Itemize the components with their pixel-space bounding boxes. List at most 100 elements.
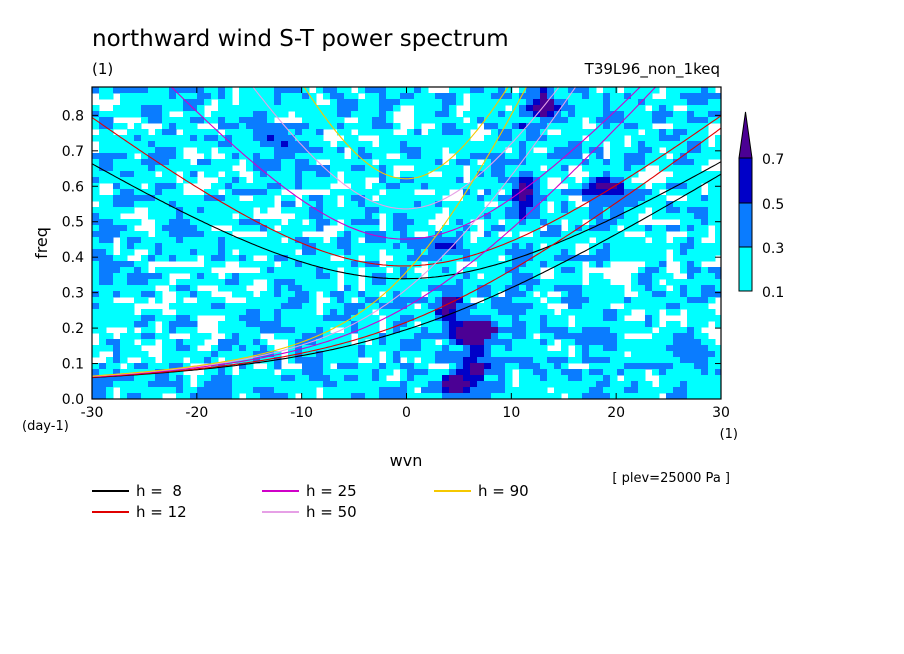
heat-cell: [267, 93, 275, 100]
heat-cell: [652, 387, 660, 394]
heat-cell: [561, 117, 569, 124]
heat-cell: [260, 345, 268, 352]
heat-cell: [575, 291, 583, 298]
heat-cell: [239, 189, 247, 196]
heat-cell: [575, 351, 583, 358]
heat-cell: [386, 117, 394, 124]
heat-cell: [407, 315, 415, 322]
heat-cell: [715, 135, 721, 142]
heat-cell: [295, 93, 303, 100]
heat-cell: [519, 141, 527, 148]
heat-cell: [687, 267, 695, 274]
heat-cell: [134, 219, 142, 226]
heat-cell: [680, 249, 688, 256]
heat-cell: [344, 87, 352, 94]
heat-cell: [372, 375, 380, 382]
heat-cell: [505, 123, 513, 130]
heat-cell: [442, 243, 450, 250]
heat-cell: [295, 285, 303, 292]
heat-cell: [393, 357, 401, 364]
heat-cell: [120, 123, 128, 130]
heat-cell: [337, 129, 345, 136]
heat-cell: [337, 351, 345, 358]
heat-cell: [211, 213, 219, 220]
heat-cell: [337, 381, 345, 388]
heat-cell: [99, 237, 107, 244]
heat-cell: [274, 105, 282, 112]
heat-cell: [568, 291, 576, 298]
heat-cell: [162, 99, 170, 106]
heat-cell: [491, 135, 499, 142]
heat-cell: [596, 273, 604, 280]
colorbar-segment: [738, 157, 753, 204]
heat-cell: [526, 357, 534, 364]
heat-cell: [281, 375, 289, 382]
heat-cell: [491, 93, 499, 100]
heat-cell: [225, 165, 233, 172]
heat-cell: [190, 345, 198, 352]
heat-cell: [148, 141, 156, 148]
heat-cell: [281, 153, 289, 160]
heat-cell: [701, 231, 709, 238]
heat-cell: [659, 141, 667, 148]
heat-cell: [652, 357, 660, 364]
heat-cell: [505, 273, 513, 280]
heat-cell: [365, 111, 373, 118]
heat-cell: [120, 291, 128, 298]
heat-cell: [596, 165, 604, 172]
heat-cell: [428, 303, 436, 310]
heat-cell: [645, 327, 653, 334]
heat-cell: [435, 129, 443, 136]
heat-cell: [365, 285, 373, 292]
heat-cell: [652, 273, 660, 280]
heat-cell: [596, 159, 604, 166]
heat-cell: [106, 303, 114, 310]
heat-cell: [386, 93, 394, 100]
heat-cell: [470, 369, 478, 376]
heat-cell: [120, 345, 128, 352]
heat-cell: [99, 93, 107, 100]
heat-cell: [435, 177, 443, 184]
heat-cell: [344, 393, 352, 399]
heat-cell: [337, 189, 345, 196]
heat-cell: [407, 369, 415, 376]
heat-cell: [106, 321, 114, 328]
heat-cell: [673, 351, 681, 358]
heat-cell: [715, 99, 721, 106]
heat-cell: [540, 189, 548, 196]
heat-cell: [239, 357, 247, 364]
heat-cell: [582, 351, 590, 358]
heat-cell: [239, 207, 247, 214]
heat-cell: [673, 309, 681, 316]
heat-cell: [372, 183, 380, 190]
heat-cell: [176, 297, 184, 304]
heat-cell: [442, 393, 450, 399]
heat-cell: [435, 387, 443, 394]
heat-cell: [260, 315, 268, 322]
heat-cell: [617, 243, 625, 250]
heat-cell: [253, 345, 261, 352]
heat-cell: [274, 321, 282, 328]
heat-cell: [218, 351, 226, 358]
heat-cell: [617, 363, 625, 370]
heat-cell: [477, 141, 485, 148]
heat-cell: [239, 333, 247, 340]
heat-cell: [400, 261, 408, 268]
heat-cell: [610, 93, 618, 100]
heat-cell: [211, 381, 219, 388]
heat-cell: [197, 201, 205, 208]
heat-cell: [330, 369, 338, 376]
heat-cell: [463, 123, 471, 130]
heat-cell: [610, 99, 618, 106]
heat-cell: [617, 231, 625, 238]
heat-cell: [477, 243, 485, 250]
dispersion-curve-h25: [92, 87, 657, 378]
heat-cell: [365, 225, 373, 232]
heat-cell: [365, 201, 373, 208]
heat-cell: [638, 183, 646, 190]
heat-cell: [183, 93, 191, 100]
heat-cell: [337, 339, 345, 346]
heat-cell: [386, 213, 394, 220]
heat-cell: [295, 183, 303, 190]
heat-cell: [554, 297, 562, 304]
